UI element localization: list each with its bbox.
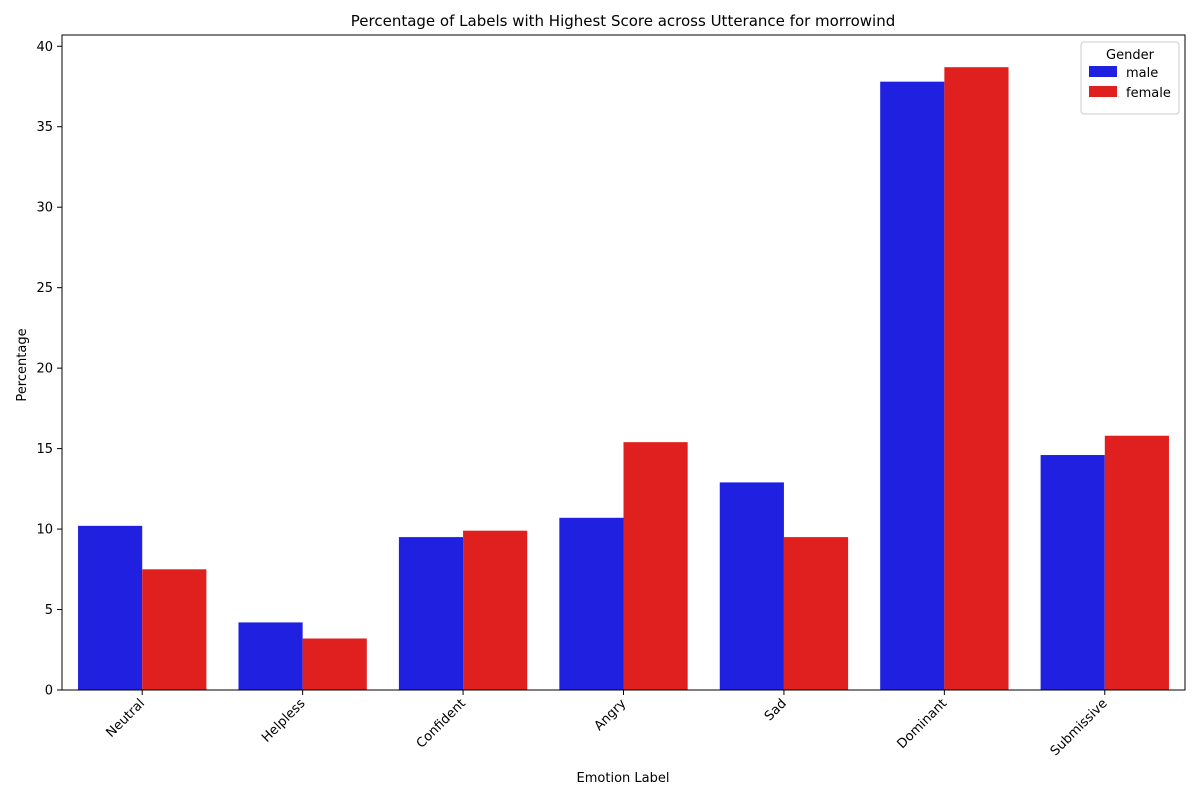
x-tick-label: Sad	[762, 696, 790, 724]
legend-swatch-male	[1089, 66, 1117, 77]
bar-male-submissive	[1040, 455, 1105, 690]
bar-male-dominant	[880, 81, 945, 691]
legend-label-female: female	[1126, 86, 1171, 101]
y-tick-label: 40	[36, 40, 53, 55]
bar-female-angry	[623, 442, 688, 690]
y-tick-label: 15	[36, 442, 53, 457]
y-tick-label: 35	[36, 120, 53, 135]
bar-male-sad	[719, 482, 784, 690]
bar-female-confident	[463, 530, 528, 690]
x-tick-label: Angry	[592, 696, 630, 734]
bar-male-neutral	[78, 525, 143, 690]
x-tick-label: Helpless	[259, 696, 309, 746]
x-axis-label: Emotion Label	[577, 771, 670, 786]
bars-group	[78, 67, 1169, 691]
bar-male-angry	[559, 517, 624, 690]
y-tick-label: 30	[36, 201, 53, 216]
y-tick-label: 10	[36, 523, 53, 538]
legend-title: Gender	[1106, 48, 1155, 63]
bar-female-helpless	[302, 638, 367, 690]
chart-title: Percentage of Labels with Highest Score …	[351, 12, 895, 30]
legend: Gender male female	[1080, 41, 1180, 115]
x-tick-label: Confident	[414, 696, 469, 751]
x-tick-label: Submissive	[1048, 696, 1111, 759]
y-axis-label: Percentage	[15, 328, 30, 401]
y-tick-label: 25	[36, 281, 53, 296]
bar-female-neutral	[142, 569, 207, 690]
y-tick-label: 5	[45, 603, 53, 618]
y-tick-label: 20	[36, 362, 53, 377]
bar-female-sad	[783, 537, 849, 690]
y-tick-label: 0	[45, 684, 53, 699]
bar-male-confident	[398, 537, 464, 690]
x-tick-label: Neutral	[104, 696, 149, 741]
bar-female-submissive	[1104, 435, 1169, 690]
legend-swatch-female	[1089, 86, 1117, 97]
x-tick-label: Dominant	[894, 696, 950, 752]
bar-male-helpless	[238, 622, 303, 690]
legend-label-male: male	[1126, 66, 1158, 81]
bar-female-dominant	[944, 67, 1009, 690]
